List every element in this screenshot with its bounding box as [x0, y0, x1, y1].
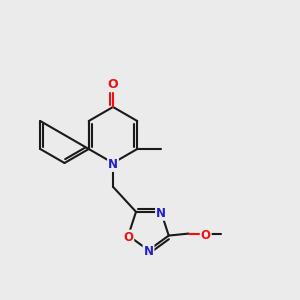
Text: N: N [108, 158, 118, 171]
Text: N: N [143, 245, 154, 258]
Text: N: N [156, 207, 166, 220]
Text: O: O [123, 231, 133, 244]
Text: O: O [108, 78, 118, 91]
Text: O: O [201, 229, 211, 242]
